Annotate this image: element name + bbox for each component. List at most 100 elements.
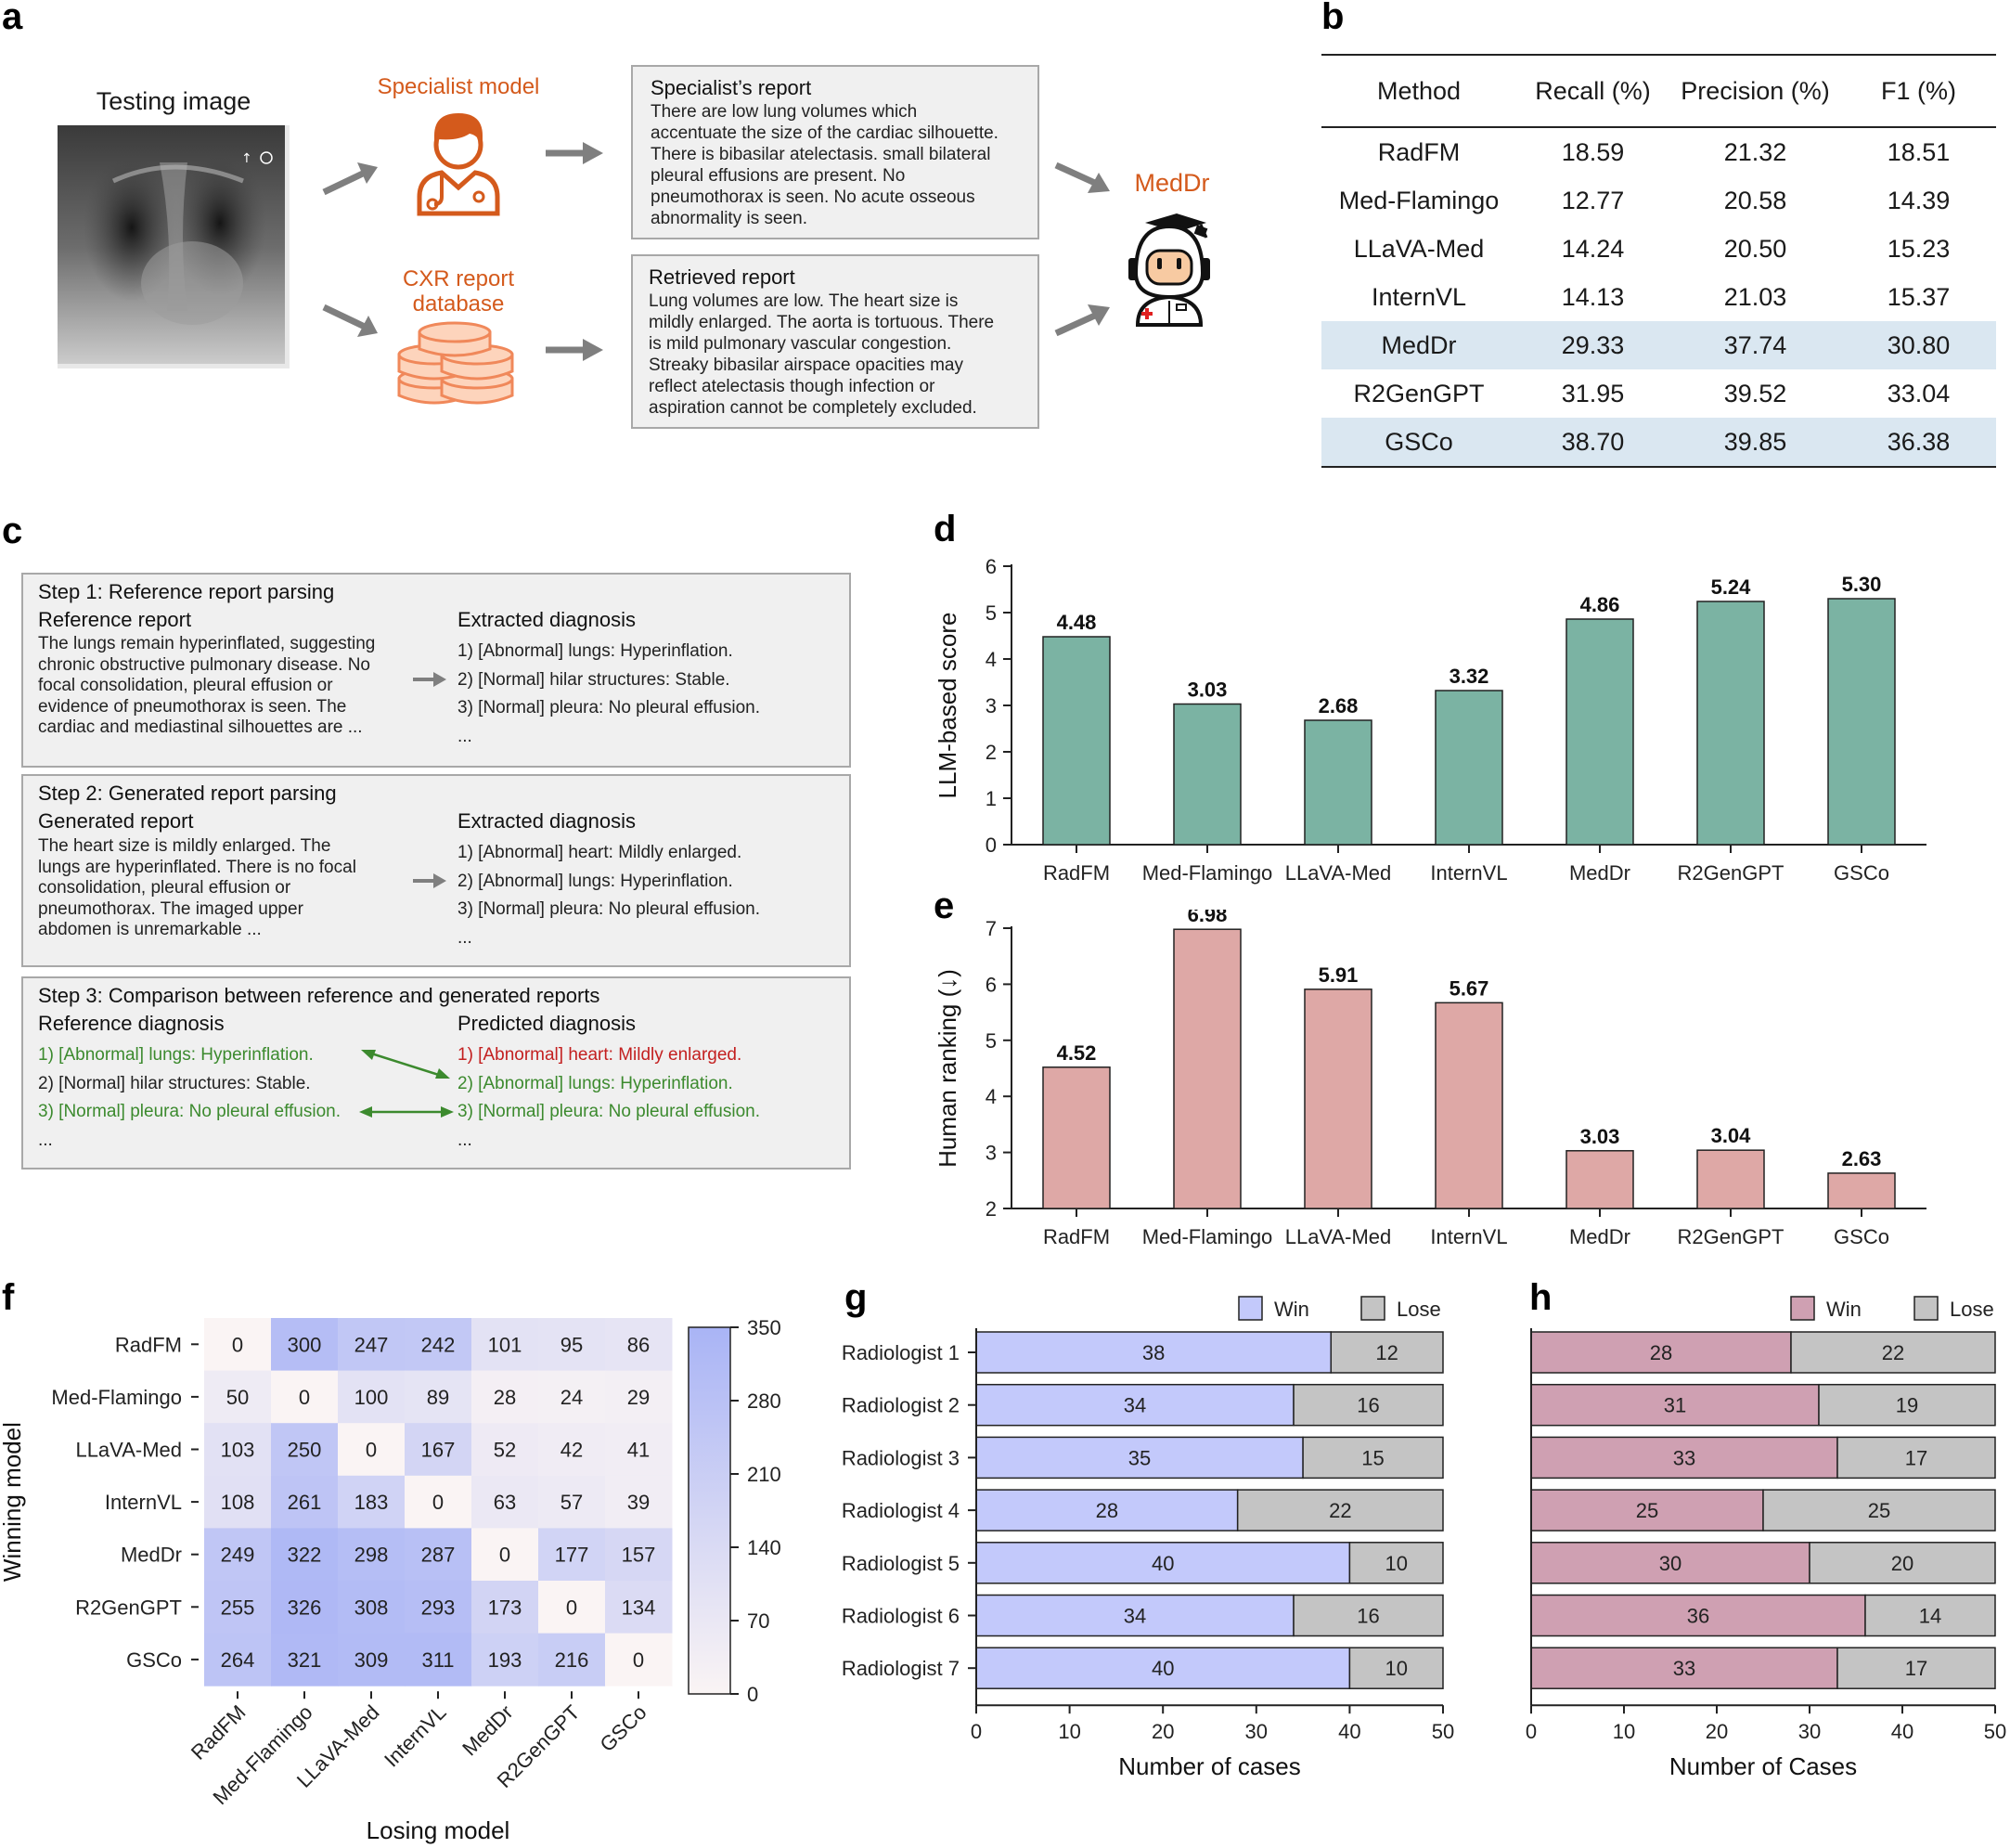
step2-extracted-diagnosis: 1) [Abnormal] heart: Mildly enlarged. 2)… xyxy=(457,839,760,952)
y-tick-label: 1 xyxy=(986,787,997,810)
cell-recall: 12.77 xyxy=(1561,186,1625,214)
bar xyxy=(1042,636,1111,846)
step1-reference-report: The lungs remain hyperinflated, suggesti… xyxy=(38,634,375,739)
step2-right-heading: Extracted diagnosis xyxy=(457,809,636,833)
y-tick-label: 5 xyxy=(986,1029,997,1053)
x-tick-label: LLaVA-Med xyxy=(1285,861,1392,885)
cell-precision: 21.32 xyxy=(1723,137,1787,166)
x-tick-label: Med-Flamingo xyxy=(1142,1225,1273,1248)
bar xyxy=(1827,598,1896,846)
y-tick-label: 3 xyxy=(986,694,997,717)
col-header-precision: Precision (%) xyxy=(1681,76,1830,105)
bar-value-label: 3.03 xyxy=(1188,678,1228,702)
report-line: is mild pulmonary vascular congestion. xyxy=(649,334,952,354)
bar-segment-value: 25 xyxy=(1868,1499,1890,1522)
chart-winrate-heatmap: 0 300 247 242 101 95 86 50 0 100 89 28 24 29 103 250 0 16… xyxy=(0,1316,781,1844)
arrow-retrieved-to-meddr-icon xyxy=(1054,304,1110,337)
col-header-recall: Recall (%) xyxy=(1535,76,1651,105)
heatmap-cell xyxy=(271,1581,339,1635)
diagnosis-line: 1) [Abnormal] lungs: Hyperinflation. xyxy=(457,641,733,661)
x-tick-label: 50 xyxy=(1432,1720,1454,1743)
cell-recall: 38.70 xyxy=(1516,418,1669,467)
y-tick-label: 7 xyxy=(986,917,997,940)
x-tick-label: RadFM xyxy=(1043,1225,1110,1248)
colorbar-tick-label: 140 xyxy=(747,1536,781,1559)
bar-segment-value: 34 xyxy=(1124,1605,1146,1628)
legend-swatch xyxy=(1360,1296,1385,1321)
bar-segment-value: 14 xyxy=(1919,1605,1941,1628)
heatmap-cell xyxy=(471,1528,539,1582)
x-axis-label: Number of Cases xyxy=(1669,1752,1857,1780)
report-line: chronic obstructive pulmonary disease. N… xyxy=(38,654,371,675)
heatmap-cell xyxy=(538,1475,606,1529)
heatmap-value: 242 xyxy=(421,1333,456,1356)
table-row: Med-Flamingo 12.77 20.58 14.39 xyxy=(1321,176,1996,225)
bar-value-label: 2.63 xyxy=(1842,1147,1882,1170)
bar-segment-win xyxy=(1530,1436,1838,1480)
heatmap-value: 326 xyxy=(288,1596,322,1619)
bar-segment-win xyxy=(975,1594,1295,1637)
heatmap-cell xyxy=(605,1633,673,1686)
y-tick-label: Radiologist 1 xyxy=(842,1341,960,1364)
bar-segment-value: 28 xyxy=(1096,1499,1118,1522)
heatmap-cell xyxy=(538,1318,606,1372)
legend-label: Lose xyxy=(1397,1298,1441,1321)
database-icon xyxy=(397,321,514,405)
heatmap-value: 134 xyxy=(622,1596,656,1619)
arrow-to-specialist-icon xyxy=(322,162,378,196)
bar-segment-value: 36 xyxy=(1687,1605,1709,1628)
bar-value-label: 5.24 xyxy=(1711,575,1752,599)
bar-segment-win xyxy=(1530,1383,1820,1427)
step3-right-heading: Predicted diagnosis xyxy=(457,1012,637,1035)
heatmap-value: 264 xyxy=(221,1648,255,1672)
heatmap-value: 89 xyxy=(427,1386,449,1409)
x-tick-label: RadFM xyxy=(187,1700,251,1764)
bar-segment-win xyxy=(1530,1542,1810,1584)
bar-value-label: 3.03 xyxy=(1580,1125,1620,1148)
step3-left-heading: Reference diagnosis xyxy=(38,1012,225,1035)
x-tick-label: GSCo xyxy=(1834,861,1889,885)
bar-segment-value: 10 xyxy=(1385,1657,1407,1680)
bar-segment-lose xyxy=(1836,1436,1996,1480)
cell-precision: 39.85 xyxy=(1669,418,1841,467)
bar-value-label: 5.91 xyxy=(1319,963,1359,987)
heatmap-cell xyxy=(271,1370,339,1424)
heatmap-cell xyxy=(405,1318,472,1372)
heatmap-value: 173 xyxy=(488,1596,522,1619)
panel-label-c: c xyxy=(2,510,23,551)
matched-diagnosis-line: 3) [Normal] pleura: No pleural effusion. xyxy=(38,1102,341,1121)
bar-segment-lose xyxy=(1348,1542,1444,1584)
y-tick-label: MedDr xyxy=(121,1544,182,1567)
bar-segment-win xyxy=(975,1489,1239,1531)
bar xyxy=(1565,1150,1634,1209)
heatmap-cell xyxy=(338,1633,406,1686)
bar-segment-value: 16 xyxy=(1357,1605,1379,1628)
heatmap-cell xyxy=(605,1423,673,1477)
heatmap-value: 321 xyxy=(288,1648,322,1672)
heatmap-value: 24 xyxy=(560,1386,583,1409)
y-tick-label: GSCo xyxy=(126,1648,182,1672)
cell-recall: 18.59 xyxy=(1561,137,1625,166)
colorbar-tick-label: 70 xyxy=(747,1609,769,1633)
x-tick-label: 40 xyxy=(1891,1720,1913,1743)
heatmap-cell xyxy=(538,1633,606,1686)
panel-label-d: d xyxy=(934,509,957,549)
testing-image-label: Testing image xyxy=(96,87,251,115)
y-tick-label: Radiologist 7 xyxy=(842,1657,960,1680)
retrieved-report-title: Retrieved report xyxy=(649,265,795,289)
x-tick-label: 0 xyxy=(971,1720,982,1743)
heatmap-value: 309 xyxy=(354,1648,389,1672)
x-tick-label: InternVL xyxy=(1430,861,1507,885)
bar-segment-win xyxy=(1530,1647,1838,1689)
x-tick-label: 20 xyxy=(1152,1720,1174,1743)
step1-left-heading: Reference report xyxy=(38,608,192,631)
bar-segment-value: 40 xyxy=(1152,1657,1174,1680)
meddr-robot-icon xyxy=(1128,213,1210,327)
bar-value-label: 4.48 xyxy=(1057,611,1097,634)
heatmap-cell xyxy=(204,1318,272,1372)
heatmap-cell xyxy=(605,1370,673,1424)
bar-segment-lose xyxy=(1809,1542,1996,1584)
heatmap-cell xyxy=(204,1370,272,1424)
colorbar xyxy=(688,1326,731,1695)
heatmap-value: 183 xyxy=(354,1491,389,1514)
